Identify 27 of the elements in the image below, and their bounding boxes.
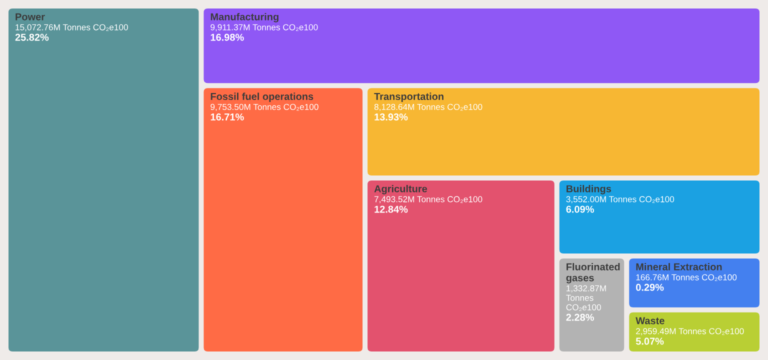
data-label: 7,493.52M Tonnes CO₂e100: [374, 196, 482, 204]
data-label: 1,332.87M Tonnes CO₂e100: [566, 285, 606, 312]
category-label: Manufacturing: [210, 13, 278, 22]
data-label: 0.29%: [636, 284, 664, 291]
data-label: 2.28%: [566, 314, 594, 321]
data-label: 9,753.50M Tonnes CO₂e100: [210, 104, 318, 112]
category-label: Transportation: [374, 92, 444, 102]
category-label: Buildings: [566, 184, 612, 194]
data-label: 2,959.49M Tonnes CO₂e100: [636, 328, 744, 336]
data-label: 12.84%: [374, 206, 408, 213]
data-label: 16.98%: [210, 34, 244, 41]
data-label: 166.76M Tonnes CO₂e100: [636, 274, 737, 282]
data-label: 25.82%: [15, 34, 49, 41]
data-label: 13.93%: [374, 113, 408, 121]
category-label: Agriculture: [374, 184, 428, 194]
category-label: Fluorinated gases: [566, 263, 620, 284]
data-label: 15,072.76M Tonnes CO₂e100: [16, 24, 128, 32]
data-label: 6.09%: [566, 206, 594, 213]
data-label: 9,911.37M Tonnes CO₂e100: [210, 24, 318, 32]
category-label: Mineral Extraction: [636, 263, 722, 270]
category-label: Fossil fuel operations: [210, 92, 314, 102]
data-label: 8,128.64M Tonnes CO₂e100: [374, 104, 482, 112]
data-label: 3,552.00M Tonnes CO₂e100: [566, 196, 674, 204]
data-label: 16.71%: [210, 113, 244, 121]
category-label: Power: [16, 13, 45, 20]
data-label: 5.07%: [636, 338, 664, 345]
category-label: Waste: [636, 317, 664, 324]
